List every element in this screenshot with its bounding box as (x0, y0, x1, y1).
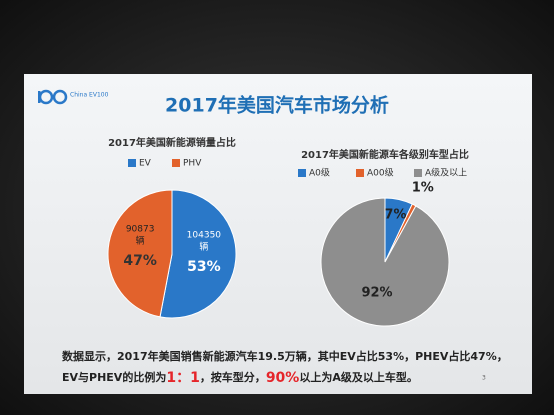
slide-title: 2017年美国汽车市场分析 (165, 94, 389, 117)
slide (24, 74, 532, 394)
logo-bar (38, 91, 41, 103)
legend-label: A00级 (367, 167, 394, 179)
pie-slice (159, 189, 237, 319)
value-label: 7% (384, 208, 406, 223)
footer-segment: 以上为A级及以上车型。 (299, 370, 418, 384)
legend-label: A0级 (309, 167, 330, 179)
footer-segment: 数据显示，2017年美国销售新能源汽车19.5万辆，其中EV占比53%，PHEV… (62, 349, 508, 363)
logo-ring (52, 89, 68, 105)
footer: 数据显示，2017年美国销售新能源汽车19.5万辆，其中EV占比53%，PHEV… (62, 349, 508, 386)
footer-line: EV与PHEV的比例为1：1，按车型分，90%以上为A级及以上车型。 (62, 370, 418, 386)
pie-slice (320, 197, 450, 327)
legend-swatch (414, 169, 422, 177)
value-label: 47% (123, 253, 157, 269)
value-label: 92% (361, 285, 392, 300)
chart-title: 2017年美国新能源车各级别车型占比 (301, 148, 469, 161)
footer-segment: ，按车型分， (200, 370, 266, 384)
footer-segment: EV与PHEV的比例为 (62, 370, 166, 384)
legend-label: EV (139, 159, 152, 169)
count-unit: 辆 (199, 241, 208, 253)
legend-label: PHV (183, 159, 202, 169)
logo: China EV100 (38, 89, 109, 105)
footer-line: 数据显示，2017年美国销售新能源汽车19.5万辆，其中EV占比53%，PHEV… (62, 349, 508, 363)
page-number: 3 (482, 375, 486, 382)
logo-text: China EV100 (70, 92, 109, 99)
count-label: 104350 (187, 231, 222, 241)
footer-segment: 1：1 (166, 370, 199, 386)
legend-swatch (172, 159, 180, 167)
chart-title: 2017年美国新能源销量占比 (108, 136, 236, 149)
count-label: 90873 (126, 224, 155, 234)
legend-swatch (128, 159, 136, 167)
value-label: 53% (187, 259, 221, 275)
legend-swatch (298, 169, 306, 177)
legend-swatch (356, 169, 364, 177)
legend-label: A级及以上 (425, 167, 467, 179)
count-unit: 辆 (136, 234, 145, 246)
footer-segment: 90% (266, 370, 300, 386)
value-label: 1% (412, 180, 434, 195)
pie-slice (107, 189, 173, 318)
